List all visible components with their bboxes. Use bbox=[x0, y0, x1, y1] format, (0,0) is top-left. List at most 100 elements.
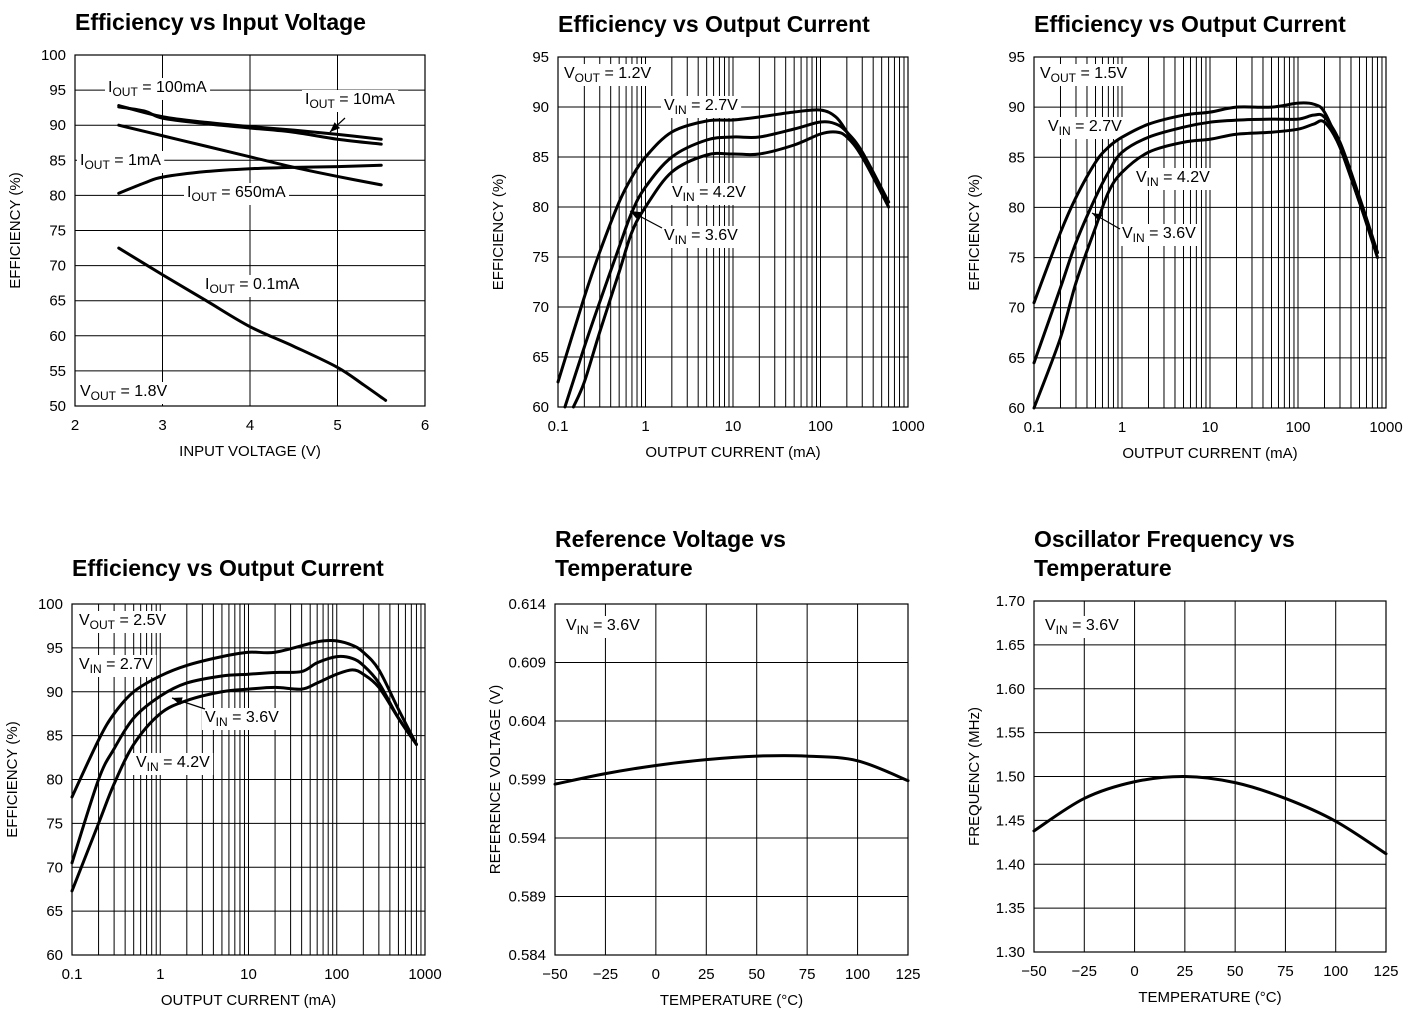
annotation-main: I bbox=[205, 276, 209, 293]
annotation-rest: = 2.7V bbox=[102, 656, 153, 673]
x-tick-label: −25 bbox=[1072, 963, 1097, 980]
y-tick-label: 95 bbox=[532, 49, 549, 66]
y-tick-label: 0.584 bbox=[508, 947, 546, 964]
annotation-background bbox=[563, 616, 644, 638]
series-annotation: VIN = 3.6V bbox=[205, 709, 279, 729]
series-annotation: IOUT = 0.1mA bbox=[205, 276, 300, 296]
chart-title: Efficiency vs Output Current bbox=[72, 555, 384, 581]
y-tick-label: 100 bbox=[38, 596, 63, 613]
grid bbox=[1034, 57, 1386, 408]
annotation-subscript: IN bbox=[1133, 231, 1145, 245]
y-tick-label: 1.30 bbox=[996, 944, 1025, 961]
grid bbox=[1034, 601, 1386, 952]
tick-labels: 0.584 0.589 0.594 0.599 0.604 0.609 0.614 −50 −2… bbox=[508, 596, 920, 983]
x-tick-label: 5 bbox=[333, 417, 341, 434]
series-annotation: VIN = 4.2V bbox=[136, 754, 210, 774]
tick-labels: 60 65 70 75 80 85 90 95 0.1 1 10 100 1000 bbox=[1008, 49, 1402, 436]
series-annotation: IOUT = 650mA bbox=[187, 184, 286, 204]
series-line-1 bbox=[553, 754, 910, 786]
y-tick-label: 50 bbox=[49, 398, 66, 415]
annotation-rest: = 1mA bbox=[110, 152, 161, 169]
annotation-background bbox=[1045, 117, 1126, 139]
annotation-subscript: IN bbox=[683, 190, 695, 204]
y-tick-label: 65 bbox=[532, 349, 549, 366]
annotation-arrowhead bbox=[330, 122, 341, 132]
annotation-main: V bbox=[79, 656, 90, 673]
series-line-3 bbox=[117, 123, 383, 187]
annotation-rest: = 3.6V bbox=[1145, 225, 1196, 242]
annotation-arrowhead bbox=[1092, 213, 1103, 222]
series-annotation: VOUT = 1.5V bbox=[1040, 65, 1127, 85]
y-tick-label: 90 bbox=[46, 684, 63, 701]
chart-panel-6: Oscillator Frequency vs Temperature VIN = … bbox=[966, 526, 1399, 1006]
y-tick-label: 1.50 bbox=[996, 769, 1025, 786]
y-tick-label: 90 bbox=[49, 117, 66, 134]
tick-labels: 50 55 60 65 70 75 80 85 90 95 100 2 3 4 5 6 bbox=[41, 47, 429, 434]
x-tick-label: −25 bbox=[593, 966, 618, 983]
x-tick-label: 10 bbox=[240, 966, 257, 983]
x-tick-label: 0 bbox=[652, 966, 660, 983]
x-tick-label: 100 bbox=[1323, 963, 1348, 980]
series-line-1 bbox=[70, 638, 418, 799]
plot-frame bbox=[71, 603, 426, 956]
annotation-main: V bbox=[1040, 65, 1051, 82]
annotation-main: I bbox=[80, 152, 84, 169]
annotation-background bbox=[1119, 224, 1200, 246]
annotation-background bbox=[76, 611, 170, 633]
y-tick-label: 70 bbox=[1008, 300, 1025, 317]
annotation-background bbox=[77, 151, 165, 173]
x-axis-label: OUTPUT CURRENT (mA) bbox=[1122, 445, 1297, 462]
x-tick-label: 1000 bbox=[408, 966, 441, 983]
grid bbox=[555, 604, 908, 955]
annotation-rest: = 3.6V bbox=[228, 709, 279, 726]
y-tick-label: 0.594 bbox=[508, 830, 546, 847]
y-tick-label: 0.604 bbox=[508, 713, 546, 730]
series-line-2 bbox=[1032, 112, 1379, 365]
annotation-subscript: IN bbox=[147, 760, 159, 774]
chart-title: Temperature bbox=[1034, 555, 1172, 581]
annotation-background bbox=[77, 382, 171, 404]
annotation-background bbox=[76, 655, 157, 677]
x-tick-label: 100 bbox=[845, 966, 870, 983]
annotation-rest: = 100mA bbox=[138, 79, 207, 96]
annotation-background bbox=[561, 64, 655, 86]
series-annotation: VIN = 3.6V bbox=[1045, 617, 1119, 637]
x-tick-label: 100 bbox=[324, 966, 349, 983]
x-axis-label: OUTPUT CURRENT (mA) bbox=[161, 992, 336, 1009]
series-group bbox=[553, 754, 910, 786]
annotation-subscript: OUT bbox=[309, 97, 335, 111]
x-tick-label: 100 bbox=[808, 418, 833, 435]
series-annotation: VOUT = 1.2V bbox=[564, 65, 651, 85]
annotation-background bbox=[202, 275, 303, 297]
y-tick-label: 75 bbox=[1008, 250, 1025, 267]
tick-labels: 1.30 1.35 1.40 1.45 1.50 1.55 1.60 1.65 1.70 −50 −… bbox=[996, 593, 1399, 980]
annotation-main: V bbox=[1122, 225, 1133, 242]
y-tick-label: 90 bbox=[1008, 99, 1025, 116]
y-tick-label: 80 bbox=[49, 187, 66, 204]
series-line-3 bbox=[70, 668, 418, 893]
series-annotation: VIN = 4.2V bbox=[672, 184, 746, 204]
series-annotation: VOUT = 1.8V bbox=[80, 383, 167, 403]
annotation-main: V bbox=[80, 383, 91, 400]
annotation-subscript: OUT bbox=[84, 158, 110, 172]
series-group bbox=[70, 638, 418, 893]
annotation-main: V bbox=[564, 65, 575, 82]
annotation-background bbox=[133, 753, 214, 775]
y-tick-label: 75 bbox=[46, 815, 63, 832]
chart-title: Reference Voltage vs bbox=[555, 526, 786, 552]
series-group bbox=[1032, 774, 1388, 856]
y-tick-label: 80 bbox=[1008, 199, 1025, 216]
series-annotation: VIN = 2.7V bbox=[664, 97, 738, 117]
series-annotation: VIN = 2.7V bbox=[1048, 118, 1122, 138]
y-tick-label: 1.70 bbox=[996, 593, 1025, 610]
annotation-main: V bbox=[79, 612, 90, 629]
y-axis-label: REFERENCE VOLTAGE (V) bbox=[487, 685, 504, 874]
series-annotation: VOUT = 2.5V bbox=[79, 612, 166, 632]
x-tick-label: 0.1 bbox=[1024, 419, 1045, 436]
annotation-main: V bbox=[136, 754, 147, 771]
annotation-main: V bbox=[672, 184, 683, 201]
series-line-1 bbox=[1032, 774, 1388, 856]
chart-title: Efficiency vs Input Voltage bbox=[75, 9, 366, 35]
